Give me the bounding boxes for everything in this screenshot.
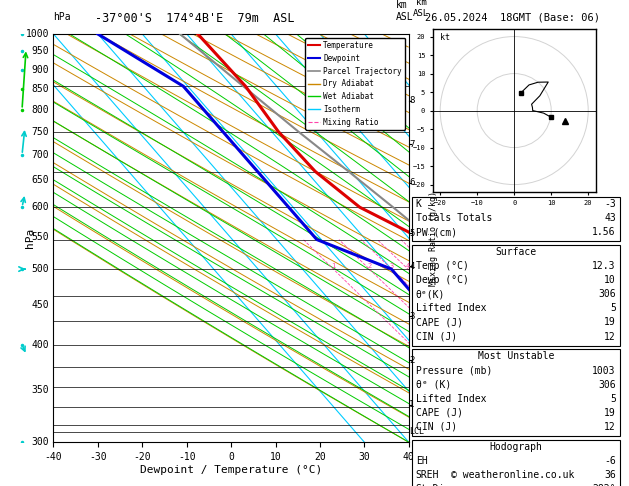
Text: 19: 19 bbox=[604, 317, 616, 328]
Text: 19: 19 bbox=[604, 408, 616, 418]
Text: 282°: 282° bbox=[593, 484, 616, 486]
Text: 750: 750 bbox=[31, 126, 49, 137]
Text: 7: 7 bbox=[409, 139, 415, 149]
Text: CIN (J): CIN (J) bbox=[416, 422, 457, 432]
Text: StmDir: StmDir bbox=[416, 484, 451, 486]
Text: 26.05.2024  18GMT (Base: 06): 26.05.2024 18GMT (Base: 06) bbox=[425, 12, 600, 22]
Text: 1: 1 bbox=[331, 263, 335, 269]
Text: 4: 4 bbox=[406, 263, 410, 269]
Text: Pressure (mb): Pressure (mb) bbox=[416, 365, 492, 376]
Text: LCL: LCL bbox=[409, 427, 424, 436]
Text: 2: 2 bbox=[409, 356, 415, 364]
Text: 650: 650 bbox=[31, 175, 49, 185]
Text: 43: 43 bbox=[604, 213, 616, 223]
Text: 6: 6 bbox=[409, 178, 415, 187]
Text: 12: 12 bbox=[604, 331, 616, 342]
Text: CAPE (J): CAPE (J) bbox=[416, 408, 463, 418]
Text: © weatheronline.co.uk: © weatheronline.co.uk bbox=[451, 470, 574, 480]
Text: Surface: Surface bbox=[495, 247, 537, 257]
Text: θᵉ(K): θᵉ(K) bbox=[416, 289, 445, 299]
Text: PW (cm): PW (cm) bbox=[416, 227, 457, 237]
Text: km
ASL: km ASL bbox=[413, 0, 430, 17]
Text: 1.56: 1.56 bbox=[593, 227, 616, 237]
Text: 400: 400 bbox=[31, 340, 49, 350]
Text: 10: 10 bbox=[604, 275, 616, 285]
Text: 1000: 1000 bbox=[26, 29, 49, 39]
Text: 300: 300 bbox=[31, 437, 49, 447]
Text: 306: 306 bbox=[598, 380, 616, 390]
Text: 800: 800 bbox=[31, 104, 49, 115]
Text: 350: 350 bbox=[31, 385, 49, 395]
Text: hPa: hPa bbox=[25, 228, 35, 248]
Text: 1003: 1003 bbox=[593, 365, 616, 376]
Text: 5: 5 bbox=[610, 394, 616, 404]
Text: 12.3: 12.3 bbox=[593, 261, 616, 271]
Text: Most Unstable: Most Unstable bbox=[477, 351, 554, 362]
Text: 5: 5 bbox=[409, 229, 415, 238]
Text: 450: 450 bbox=[31, 300, 49, 310]
Text: SREH: SREH bbox=[416, 470, 439, 480]
Text: hPa: hPa bbox=[53, 12, 71, 22]
Text: 306: 306 bbox=[598, 289, 616, 299]
Legend: Temperature, Dewpoint, Parcel Trajectory, Dry Adiabat, Wet Adiabat, Isotherm, Mi: Temperature, Dewpoint, Parcel Trajectory… bbox=[305, 38, 405, 130]
Text: kt: kt bbox=[440, 33, 450, 42]
Text: 3: 3 bbox=[409, 312, 415, 321]
Text: 5: 5 bbox=[610, 303, 616, 313]
X-axis label: Dewpoint / Temperature (°C): Dewpoint / Temperature (°C) bbox=[140, 465, 322, 475]
Text: 2: 2 bbox=[367, 263, 372, 269]
Text: 850: 850 bbox=[31, 84, 49, 94]
Text: 3: 3 bbox=[389, 263, 394, 269]
Text: 36: 36 bbox=[604, 470, 616, 480]
Text: EH: EH bbox=[416, 456, 428, 466]
Text: Dewp (°C): Dewp (°C) bbox=[416, 275, 469, 285]
Text: -37°00'S  174°4B'E  79m  ASL: -37°00'S 174°4B'E 79m ASL bbox=[95, 12, 295, 25]
Text: 950: 950 bbox=[31, 46, 49, 56]
Text: -3: -3 bbox=[604, 199, 616, 209]
Text: 700: 700 bbox=[31, 150, 49, 160]
Text: CAPE (J): CAPE (J) bbox=[416, 317, 463, 328]
Text: Totals Totals: Totals Totals bbox=[416, 213, 492, 223]
Text: Lifted Index: Lifted Index bbox=[416, 303, 486, 313]
Text: -6: -6 bbox=[604, 456, 616, 466]
Text: 1: 1 bbox=[409, 400, 415, 409]
Text: θᵉ (K): θᵉ (K) bbox=[416, 380, 451, 390]
Text: Temp (°C): Temp (°C) bbox=[416, 261, 469, 271]
Text: 8: 8 bbox=[409, 96, 415, 105]
Text: 550: 550 bbox=[31, 232, 49, 242]
Text: 900: 900 bbox=[31, 65, 49, 75]
Text: Mixing Ratio (g/kg): Mixing Ratio (g/kg) bbox=[429, 191, 438, 286]
Text: 500: 500 bbox=[31, 264, 49, 274]
Text: Hodograph: Hodograph bbox=[489, 442, 542, 452]
Text: 12: 12 bbox=[604, 422, 616, 432]
Text: Lifted Index: Lifted Index bbox=[416, 394, 486, 404]
Text: 600: 600 bbox=[31, 202, 49, 212]
Text: K: K bbox=[416, 199, 421, 209]
Text: km
ASL: km ASL bbox=[396, 0, 414, 22]
Text: 4: 4 bbox=[409, 262, 415, 271]
Text: CIN (J): CIN (J) bbox=[416, 331, 457, 342]
